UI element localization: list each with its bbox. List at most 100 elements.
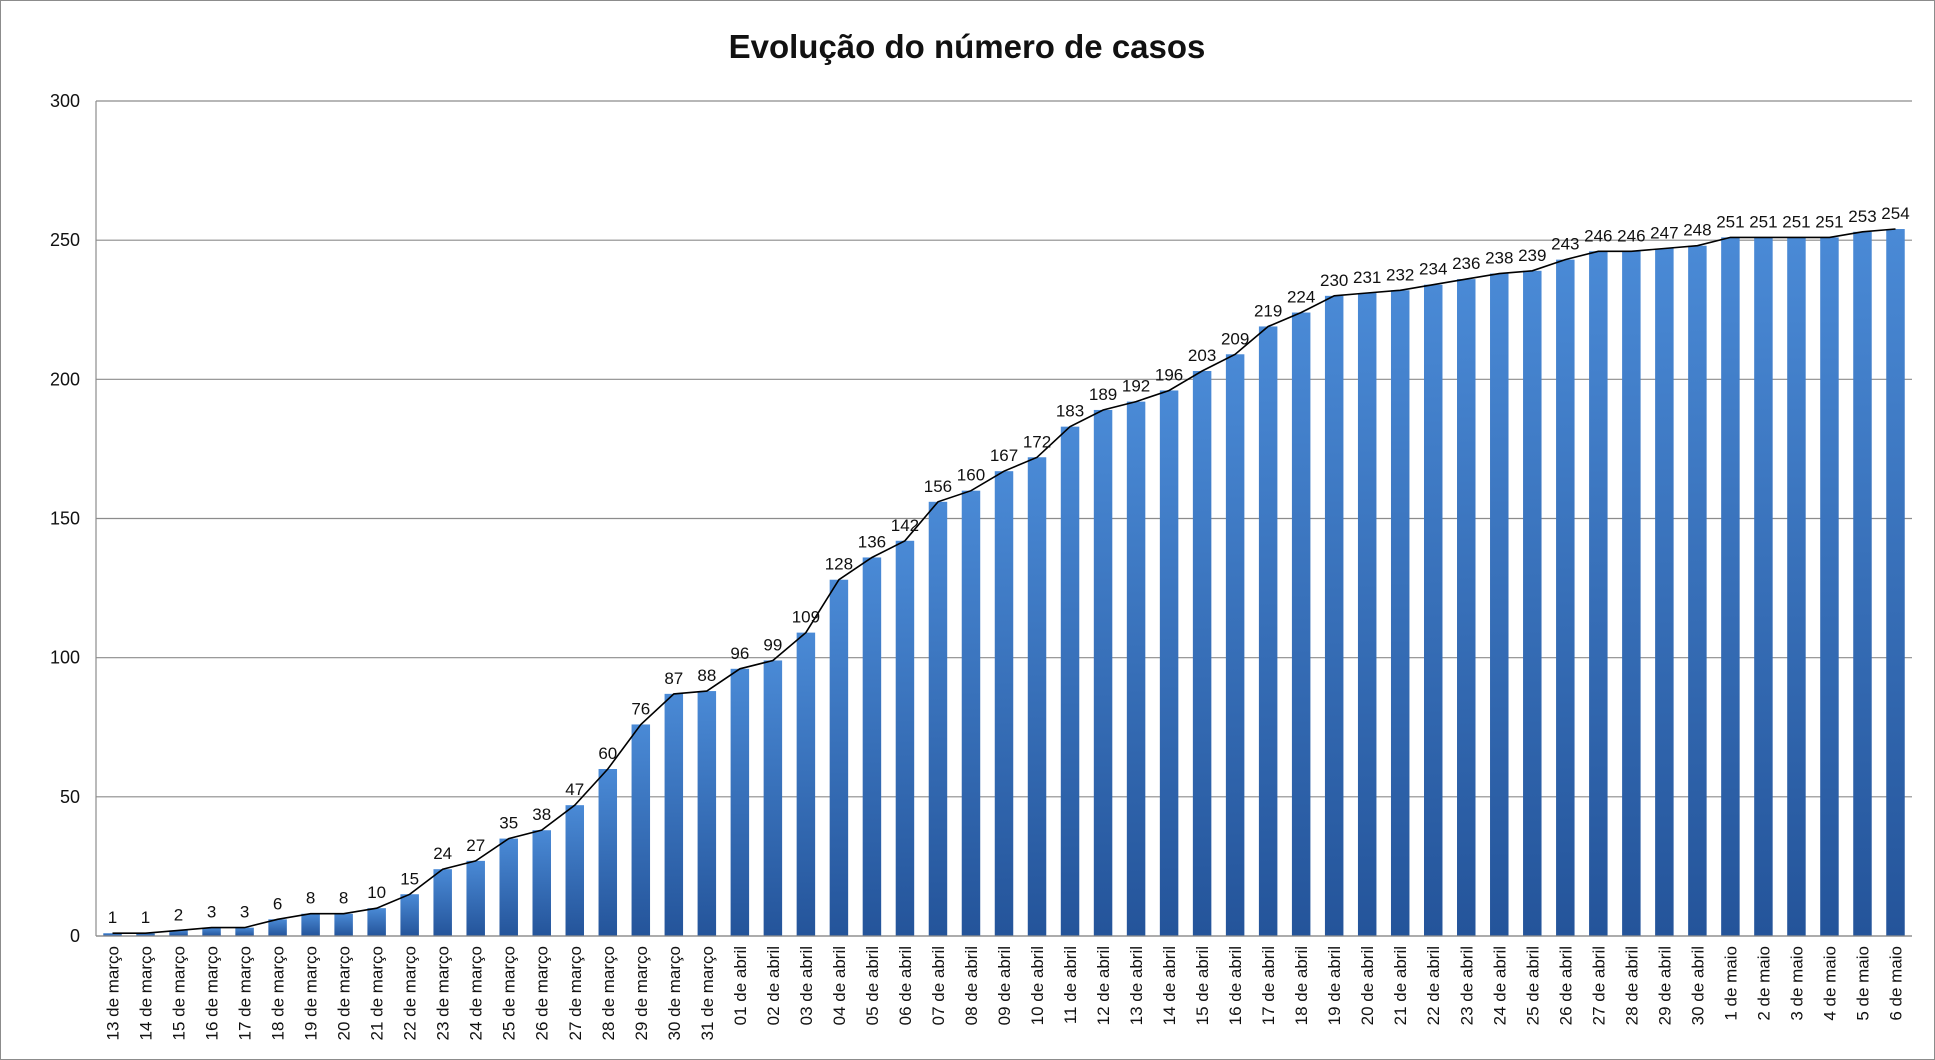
data-label: 3 <box>207 903 216 922</box>
data-label: 254 <box>1881 204 1909 223</box>
data-label: 60 <box>598 744 617 763</box>
x-tick-label: 23 de abril <box>1457 946 1476 1025</box>
data-label: 246 <box>1617 226 1645 245</box>
line-layer <box>112 228 1896 935</box>
data-label: 27 <box>466 836 485 855</box>
data-label: 6 <box>273 894 282 913</box>
bar <box>1886 229 1905 937</box>
trend-line <box>112 228 1896 935</box>
x-tick-label: 13 de abril <box>1127 946 1146 1025</box>
data-label: 219 <box>1254 301 1282 320</box>
data-label: 3 <box>240 903 249 922</box>
data-label: 8 <box>306 889 315 908</box>
bar <box>664 693 684 936</box>
data-label: 76 <box>631 699 650 718</box>
x-tick-label: 19 de março <box>302 946 321 1041</box>
bar <box>103 933 122 936</box>
x-axis: 13 de março 14 de março 15 de março 16 de m… <box>96 935 1912 1041</box>
x-tick-label: 4 de maio <box>1820 946 1839 1021</box>
data-label: 224 <box>1287 288 1315 307</box>
y-axis: 0 50 100 150 200 250 300 <box>50 91 97 946</box>
bar <box>928 501 948 936</box>
bar <box>1787 237 1806 937</box>
x-tick-label: 12 de abril <box>1094 946 1113 1025</box>
x-tick-label: 22 de abril <box>1424 946 1443 1025</box>
y-tick-label: 0 <box>70 926 80 946</box>
data-label: 109 <box>792 608 820 627</box>
bar <box>1093 409 1113 936</box>
x-tick-label: 01 de abril <box>731 946 750 1025</box>
x-tick-label: 2 de maio <box>1754 946 1773 1021</box>
x-tick-label: 21 de março <box>368 946 387 1041</box>
bar <box>1589 251 1608 937</box>
x-tick-label: 14 de março <box>137 946 156 1041</box>
data-label: 183 <box>1056 402 1084 421</box>
x-tick-label: 13 de março <box>104 946 123 1041</box>
bar <box>598 769 618 936</box>
x-tick-label: 26 de março <box>533 946 552 1041</box>
x-tick-label: 17 de março <box>236 946 255 1041</box>
bar-layer <box>103 229 1905 937</box>
bar <box>1490 273 1509 937</box>
x-tick-label: 29 de março <box>632 946 651 1041</box>
data-label: 251 <box>1815 212 1843 231</box>
x-tick-label: 20 de abril <box>1358 946 1377 1025</box>
data-label: 196 <box>1155 365 1183 384</box>
x-tick-label: 16 de março <box>203 946 222 1041</box>
x-tick-label: 20 de março <box>335 946 354 1041</box>
bar <box>862 557 882 936</box>
y-tick-label: 100 <box>50 648 80 668</box>
x-tick-label: 5 de maio <box>1853 946 1872 1021</box>
bar <box>1523 270 1542 936</box>
data-label: 246 <box>1584 226 1612 245</box>
bar <box>1291 312 1311 936</box>
bar <box>730 668 750 936</box>
bar <box>565 805 585 936</box>
bar <box>763 660 783 936</box>
x-tick-label: 25 de março <box>500 946 519 1041</box>
data-label: 47 <box>565 780 584 799</box>
x-tick-label: 3 de maio <box>1787 946 1806 1021</box>
x-tick-label: 03 de abril <box>797 946 816 1025</box>
bar <box>1688 245 1707 936</box>
bar <box>1357 293 1377 936</box>
x-tick-label: 05 de abril <box>863 946 882 1025</box>
bar <box>367 908 386 936</box>
data-label: 160 <box>957 466 985 485</box>
bar <box>334 913 353 936</box>
bar <box>1225 354 1245 936</box>
x-tick-label: 11 de abril <box>1061 946 1080 1024</box>
data-label: 251 <box>1782 212 1810 231</box>
data-label: 243 <box>1551 235 1579 254</box>
bar <box>1556 259 1575 936</box>
bar <box>1126 401 1146 937</box>
bar <box>1853 231 1872 937</box>
x-tick-label: 23 de março <box>434 946 453 1041</box>
bar <box>1423 284 1443 936</box>
x-tick-label: 08 de abril <box>962 946 981 1025</box>
data-label: 238 <box>1485 249 1513 268</box>
bar <box>961 490 981 936</box>
x-tick-label: 30 de março <box>665 946 684 1041</box>
y-tick-label: 50 <box>60 787 80 807</box>
data-label: 247 <box>1650 224 1678 243</box>
x-tick-label: 17 de abril <box>1259 946 1278 1025</box>
bar <box>136 933 155 936</box>
data-label: 142 <box>891 516 919 535</box>
bar <box>1754 237 1773 937</box>
data-label: 231 <box>1353 268 1381 287</box>
bar <box>202 927 221 936</box>
data-label: 96 <box>730 644 749 663</box>
y-tick-label: 300 <box>50 91 80 111</box>
data-label: 88 <box>697 666 716 685</box>
y-tick-label: 250 <box>50 230 80 250</box>
bar <box>532 830 551 936</box>
x-tick-label: 24 de abril <box>1490 946 1509 1025</box>
data-label: 251 <box>1749 212 1777 231</box>
data-label: 192 <box>1122 377 1150 396</box>
bar <box>400 894 419 936</box>
bar <box>895 540 915 936</box>
bar <box>1721 237 1740 937</box>
bar <box>796 632 816 936</box>
